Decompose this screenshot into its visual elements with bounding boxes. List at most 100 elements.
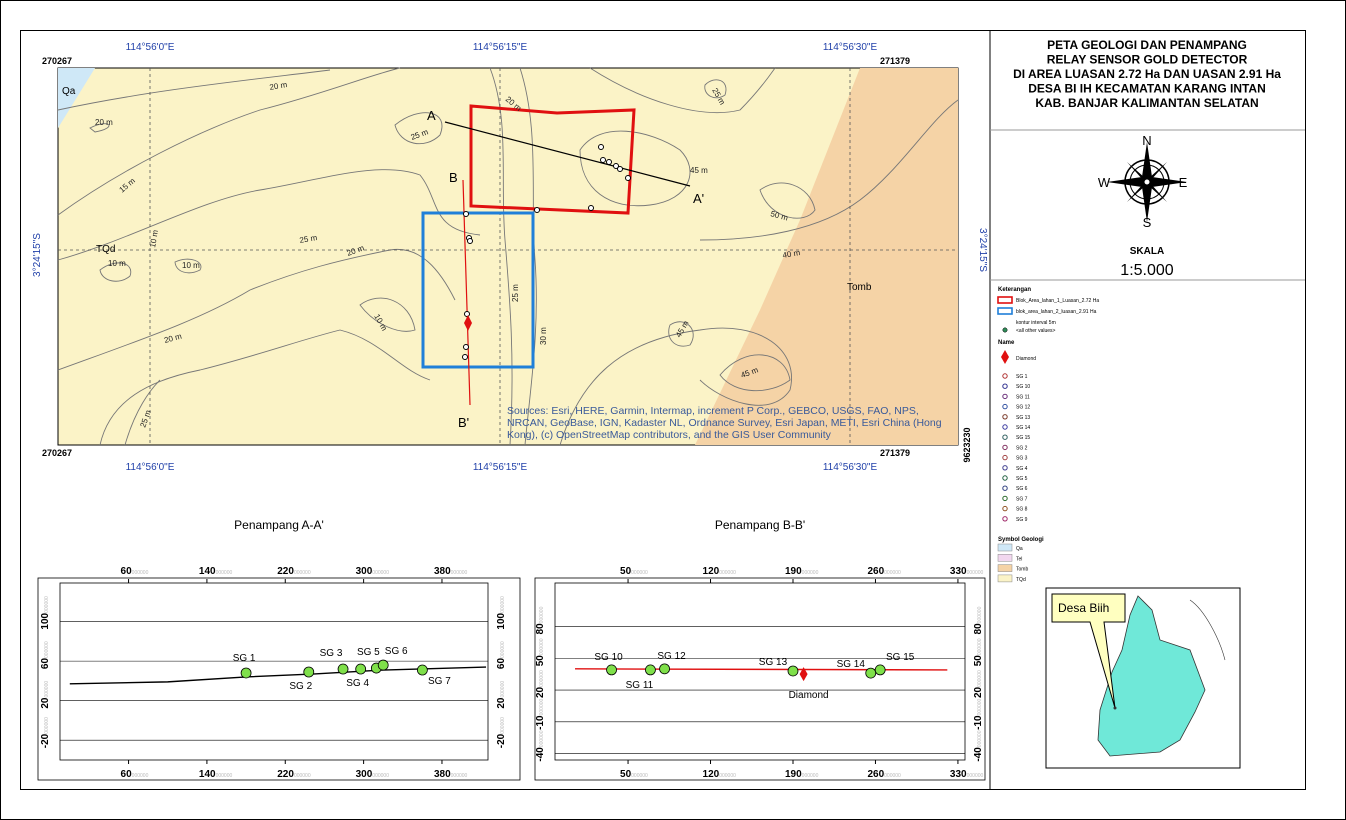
callout-point [1113, 706, 1117, 710]
tick-value: 20 [496, 697, 507, 709]
section-outer-frame [534, 577, 986, 781]
tick-suffix: 000000 [132, 773, 149, 779]
legend-swatch [997, 296, 1013, 304]
coast-line [1189, 599, 1226, 661]
y-tick-label: 100000000 [40, 596, 51, 630]
legend-symbol [1002, 495, 1008, 502]
legend-item: kontur interval 5m [1016, 320, 1056, 326]
tick-suffix: 000000 [451, 773, 468, 779]
legend-heading: Symbol Geologi [998, 537, 1044, 543]
legend-symbol [1002, 383, 1008, 389]
geology-tomb [695, 68, 958, 445]
tick-value: 20 [535, 686, 546, 698]
tick-value: 220 [277, 566, 294, 577]
tick-value: 120 [703, 566, 720, 577]
tick-suffix: 000000 [132, 570, 149, 576]
tick-value: -20 [496, 733, 507, 748]
tick-value: -10 [973, 715, 984, 730]
point-label: SG 13 [759, 657, 788, 668]
y-tick-label: 60000000 [40, 641, 51, 669]
corner-label: 271379 [880, 56, 910, 66]
tick-suffix: 000000 [539, 730, 545, 747]
x-tick-label: 140000000 [199, 566, 233, 577]
x-tick-label: 50000000 [620, 566, 648, 577]
legend-swatch [997, 307, 1013, 315]
x-tick-label: 380000000 [434, 769, 468, 780]
sample-point [865, 667, 877, 679]
tick-value: 120 [703, 769, 720, 780]
legend-item: SG 3 [1016, 456, 1028, 462]
y-tick-label: -20000000 [496, 717, 507, 748]
x-tick-label: 260000000 [867, 566, 901, 577]
inset-map [1045, 587, 1241, 769]
sample-point [240, 667, 252, 679]
title-line: DESA BI IH KECAMATAN KARANG INTAN [1028, 82, 1266, 96]
legend-item: SG 8 [1016, 507, 1028, 513]
tick-value: 380 [434, 566, 451, 577]
legend-symbol [1002, 516, 1008, 522]
tick-suffix: 000000 [500, 596, 506, 613]
tick-suffix: 000000 [977, 730, 983, 747]
tick-value: 60 [121, 769, 133, 780]
tick-suffix: 000000 [44, 717, 50, 734]
y-tick-label: -40000000 [535, 730, 546, 761]
legend-item: blok_area_lahan_2_luasan_2.91 Ha [1016, 309, 1097, 315]
sample-point [416, 664, 428, 676]
tick-value: 140 [199, 566, 216, 577]
coord-label: 114°56'0"E [126, 42, 175, 53]
x-tick-label: 120000000 [703, 769, 737, 780]
tick-suffix: 000000 [977, 638, 983, 655]
tick-suffix: 000000 [44, 641, 50, 658]
x-tick-label: 220000000 [277, 769, 311, 780]
tick-suffix: 000000 [451, 570, 468, 576]
contour-label: 20 m [269, 80, 288, 92]
legend-item: SG 13 [1016, 415, 1030, 421]
legend-symbol [1002, 424, 1008, 430]
tick-suffix: 000000 [294, 570, 311, 576]
legend-symbol [1002, 327, 1008, 333]
tick-value: -10 [535, 715, 546, 730]
tick-suffix: 000000 [719, 773, 736, 779]
tick-suffix: 000000 [631, 773, 648, 779]
title-line: DI AREA LUASAN 2.72 Ha DAN UASAN 2.91 Ha [1013, 67, 1281, 81]
tick-suffix: 000000 [802, 570, 819, 576]
coord-label: 3°24'15"S [32, 233, 43, 277]
legend-item: TQd [1016, 577, 1026, 583]
y-tick-label: 100000000 [496, 596, 507, 630]
point-label: SG 3 [320, 648, 343, 659]
scale-value: 1:5.000 [1120, 262, 1173, 279]
y-tick-label: 80000000 [535, 606, 546, 634]
y-tick-label: -10000000 [535, 698, 546, 729]
section-title: Penampang A-A' [234, 518, 324, 532]
tick-suffix: 000000 [967, 773, 984, 779]
title-line: RELAY SENSOR GOLD DETECTOR [1047, 53, 1248, 67]
legend-item: SG 9 [1016, 517, 1028, 523]
sample-point [606, 664, 617, 676]
tick-suffix: 000000 [967, 570, 984, 576]
tick-value: 220 [277, 769, 294, 780]
legend-symbol [1001, 350, 1009, 364]
y-tick-label: 50000000 [535, 638, 546, 666]
tick-value: -40 [535, 747, 546, 762]
corner-label: 271379 [880, 448, 910, 458]
legend-symbol [1002, 373, 1008, 379]
tick-value: 80 [973, 623, 984, 635]
x-tick-label: 260000000 [867, 769, 901, 780]
point-label: SG 5 [357, 647, 380, 658]
tick-value: 260 [867, 566, 884, 577]
legend-heading: Name [998, 340, 1015, 346]
coord-label: 114°56'0"E [126, 462, 175, 473]
contour-label: 10 m [108, 259, 126, 268]
tick-suffix: 000000 [631, 570, 648, 576]
tick-value: 190 [785, 566, 802, 577]
x-tick-label: 300000000 [356, 769, 390, 780]
x-tick-label: 190000000 [785, 769, 819, 780]
tick-value: -40 [973, 747, 984, 762]
point-label: SG 15 [886, 652, 915, 663]
legend-item: SG 12 [1016, 405, 1030, 411]
contour-label: 45 m [690, 166, 708, 175]
sample-point [303, 666, 315, 678]
legend-item: SG 10 [1016, 384, 1030, 390]
sample-point [337, 663, 349, 675]
y-tick-label: 20000000 [973, 670, 984, 698]
